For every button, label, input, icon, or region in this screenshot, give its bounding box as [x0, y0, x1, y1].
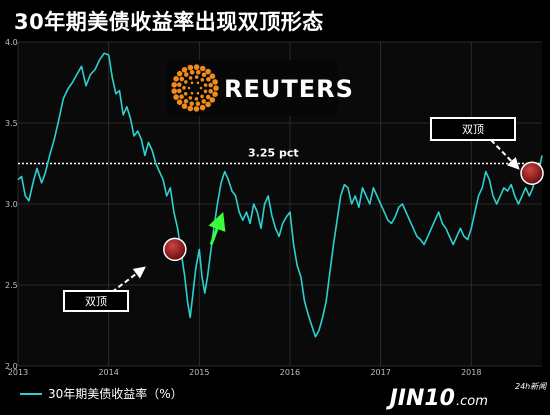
logo-dot — [196, 81, 200, 85]
logo-dot — [203, 83, 208, 87]
logo-dot — [199, 65, 206, 72]
double-top-label-box-2 — [430, 117, 516, 141]
legend-label: 30年期美债收益率（%） — [48, 386, 183, 401]
logo-dot — [171, 88, 177, 94]
logo-dot — [176, 99, 183, 105]
logo-dot — [184, 80, 188, 84]
x-tick-label: 2018 — [461, 368, 481, 377]
y-tick-label: 3.5 — [5, 119, 18, 128]
logo-dot — [196, 91, 200, 95]
double-top-label-box-1 — [63, 290, 129, 312]
reference-line-label: 3.25 pct — [248, 147, 299, 160]
logo-dot — [205, 101, 211, 108]
x-tick-label: 2015 — [189, 368, 209, 377]
jin10-watermark-suffix: .com — [456, 394, 488, 409]
jin10-watermark: JIN10 .com 24h新闻 — [386, 382, 548, 411]
annotation-double-top-2: 双顶 — [430, 117, 544, 185]
logo-dot — [184, 72, 189, 77]
x-tick-label: 2016 — [280, 368, 300, 377]
jin10-watermark-sub: 24h新闻 — [515, 382, 547, 391]
logo-dot — [171, 82, 177, 88]
logo-dot — [213, 85, 219, 91]
y-axis-ticks: 2.0 2.5 3.0 3.5 4.0 — [5, 38, 18, 371]
trend-arrow — [208, 211, 226, 246]
double-top-arrow-2 — [490, 139, 520, 170]
logo-dot — [187, 64, 194, 71]
series-line-30y-yield — [17, 52, 543, 338]
logo-dot — [199, 86, 203, 90]
logo-dot — [212, 91, 218, 97]
logo-dot — [176, 70, 183, 77]
logo-dot — [173, 76, 179, 82]
logo-dot — [203, 89, 208, 94]
logo-dot — [212, 79, 218, 85]
y-tick-label: 2.0 — [5, 362, 18, 371]
reuters-logo-icon — [171, 64, 219, 112]
x-tick-label: 2014 — [98, 368, 118, 377]
double-top-label-2: 双顶 — [462, 123, 484, 136]
logo-dot — [194, 97, 199, 101]
logo-dot — [201, 72, 207, 78]
logo-dot — [201, 99, 206, 104]
logo-dot — [181, 67, 188, 73]
logo-dot — [190, 91, 194, 95]
logo-dot — [179, 94, 184, 99]
logo-dot — [205, 68, 211, 75]
annotation-double-top-1: 双顶 — [63, 237, 187, 312]
logo-dot — [182, 86, 186, 90]
logo-dot — [200, 78, 205, 82]
logo-dot — [187, 105, 194, 112]
double-top-arrow-1 — [111, 266, 146, 293]
legend: 30年期美债收益率（%） — [20, 386, 183, 401]
chart-title: 30年期美债收益率出现双顶形态 — [14, 10, 324, 34]
logo-dot — [205, 94, 211, 100]
logo-dot — [189, 70, 195, 75]
logo-dot — [206, 77, 211, 82]
x-axis-ticks: 2013 2014 2015 2016 2017 2018 — [8, 368, 482, 377]
logo-dot — [183, 92, 188, 96]
reuters-logo: REUTERS — [166, 60, 354, 116]
y-tick-label: 3.0 — [5, 200, 18, 209]
logo-dot — [188, 76, 193, 80]
logo-dot — [199, 104, 206, 111]
logo-dot — [193, 64, 200, 70]
logo-dot — [187, 86, 191, 90]
logo-dot — [183, 98, 189, 104]
logo-dot — [195, 101, 201, 106]
y-tick-label: 4.0 — [5, 38, 18, 47]
jin10-watermark-text: JIN10 — [386, 386, 455, 411]
x-tick-label: 2013 — [8, 368, 28, 377]
logo-dot — [177, 88, 182, 94]
logo-dot — [193, 106, 200, 112]
logo-dot — [200, 94, 204, 99]
double-top-marker-2 — [520, 161, 544, 185]
logo-dot — [179, 76, 185, 82]
logo-dot — [177, 82, 182, 87]
logo-dot — [181, 103, 188, 109]
reuters-logo-text: REUTERS — [224, 75, 354, 103]
logo-dot — [189, 101, 194, 106]
double-top-label-1: 双顶 — [85, 295, 107, 308]
y-tick-label: 2.5 — [5, 281, 18, 290]
double-top-marker-1 — [163, 237, 187, 262]
logo-dot — [190, 81, 194, 85]
logo-dot — [188, 96, 193, 100]
logo-dot — [209, 97, 216, 103]
logo-dot — [208, 89, 213, 94]
logo-dot — [173, 94, 179, 100]
logo-dot — [208, 82, 213, 88]
x-tick-label: 2017 — [370, 368, 390, 377]
logo-dot — [209, 73, 216, 79]
logo-dot — [194, 75, 199, 79]
logo-dot — [196, 70, 201, 75]
